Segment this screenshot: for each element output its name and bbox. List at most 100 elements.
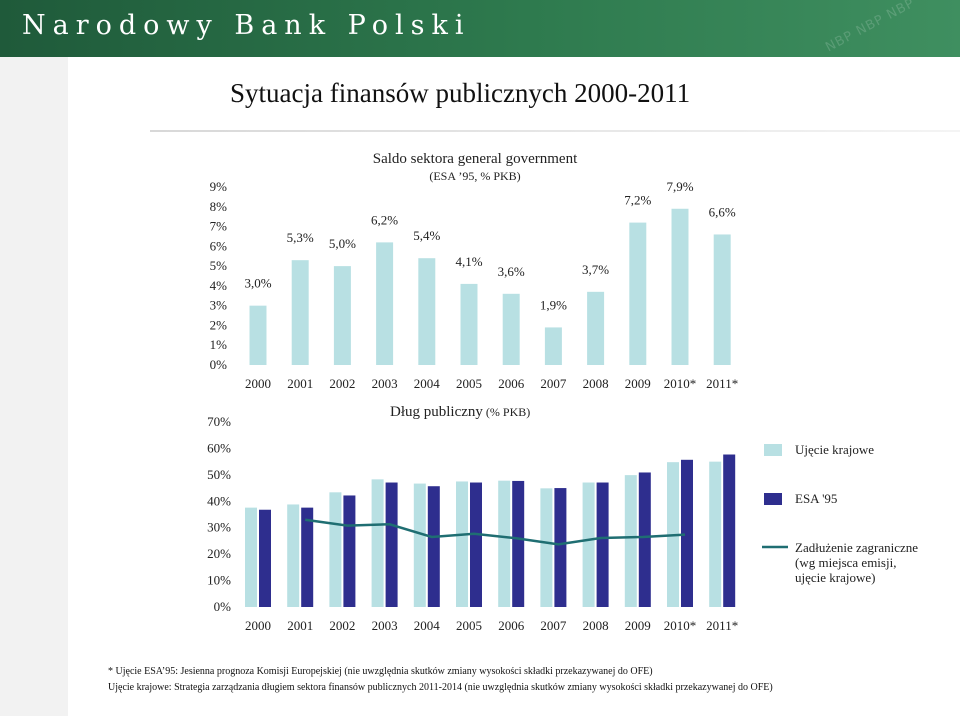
chart2-x-tick: 2003: [372, 618, 398, 633]
chart1-title: Saldo sektora general government: [373, 151, 578, 167]
chart2-x-tick: 2000: [245, 618, 271, 633]
legend-label-krajowe: Ujęcie krajowe: [795, 442, 874, 457]
chart2-y-tick: 70%: [207, 414, 231, 429]
chart2-x-tick: 2011*: [706, 618, 738, 633]
chart1-y-tick: 7%: [210, 219, 228, 234]
chart2-bar-esa: [638, 472, 651, 607]
chart1-x-tick: 2005: [456, 376, 482, 391]
chart2-bar-esa: [512, 480, 525, 607]
chart2-x-tick: 2007: [540, 618, 567, 633]
chart1-bar: [291, 260, 309, 365]
chart1-data-label: 7,2%: [624, 193, 651, 208]
chart2-x-tick: 2009: [625, 618, 651, 633]
chart2-bar-krajowe: [498, 480, 511, 607]
chart2-x-tick: 2004: [414, 618, 441, 633]
chart1-bar: [671, 208, 689, 365]
chart-divider: [150, 130, 960, 132]
chart1-x-tick: 2002: [329, 376, 355, 391]
legend-swatch-krajowe: [764, 444, 782, 456]
chart2-bar-krajowe: [413, 483, 426, 607]
chart2-y-tick: 40%: [207, 493, 231, 508]
chart2-y-tick: 20%: [207, 546, 231, 561]
chart1-bar: [629, 222, 647, 365]
chart2-y-tick: 0%: [214, 599, 232, 614]
chart2-subtitle: (% PKB): [483, 405, 530, 419]
chart1-x-tick: 2011*: [706, 376, 738, 391]
chart1-x-tick: 2010*: [664, 376, 697, 391]
chart2-bar-krajowe: [624, 475, 637, 607]
legend-label-zadluzenie: Zadłużenie zagraniczne (wg miejsca emisji…: [795, 540, 918, 585]
chart1-data-label: 6,2%: [371, 212, 398, 227]
chart1-data-label: 5,3%: [287, 230, 314, 245]
chart1-data-label: 3,6%: [498, 264, 525, 279]
chart1-bar: [713, 234, 731, 365]
chart1-bar: [249, 305, 267, 365]
footnote-esa: * Ujęcie ESA’95: Jesienna prognoza Komis…: [108, 666, 653, 677]
chart1-data-label: 3,7%: [582, 262, 609, 277]
chart1-data-label: 4,1%: [455, 254, 482, 269]
chart1-bar: [376, 242, 394, 365]
chart2-bar-esa: [343, 495, 356, 607]
chart1-y-tick: 2%: [210, 317, 228, 332]
chart2-bar-esa: [427, 486, 440, 607]
footnote-krajowe: Ujęcie krajowe: Strategia zarządzania dł…: [108, 682, 773, 693]
chart1-y-tick: 0%: [210, 357, 228, 372]
chart1-y-tick: 6%: [210, 238, 228, 253]
chart1-x-tick: 2001: [287, 376, 313, 391]
chart2-bar-esa: [723, 454, 736, 607]
chart2-bar-esa: [554, 488, 567, 607]
chart1-y-tick: 5%: [210, 258, 228, 273]
chart1-y-tick: 1%: [210, 337, 228, 352]
chart2-bar-krajowe: [287, 504, 300, 607]
chart2-y-tick: 10%: [207, 573, 231, 588]
chart1-bar: [460, 283, 478, 365]
chart1-x-tick: 2003: [372, 376, 398, 391]
chart1-data-label: 5,0%: [329, 236, 356, 251]
chart2-bar-krajowe: [582, 482, 595, 607]
chart2-x-tick: 2001: [287, 618, 313, 633]
chart1-data-label: 6,6%: [709, 204, 736, 219]
chart1-x-tick: 2007: [540, 376, 567, 391]
bank-name: Narodowy Bank Polski: [22, 10, 471, 41]
chart2-x-tick: 2002: [329, 618, 355, 633]
chart1-x-tick: 2000: [245, 376, 271, 391]
chart2-bar-esa: [470, 482, 482, 607]
chart2-x-tick: 2005: [456, 618, 482, 633]
chart1-x-tick: 2009: [625, 376, 651, 391]
chart2-line-zadluzenie: [305, 518, 686, 546]
chart1-data-label: 5,4%: [413, 228, 440, 243]
chart2-bar-esa: [259, 509, 271, 607]
chart1-bar: [418, 258, 436, 365]
chart1-y-tick: 3%: [210, 298, 228, 313]
page-title: Sytuacja finansów publicznych 2000-2011: [230, 78, 691, 108]
chart2-bar-esa: [596, 482, 609, 607]
chart1-x-tick: 2004: [414, 376, 441, 391]
legend-label-esa: ESA '95: [795, 491, 837, 506]
header-banner: Narodowy Bank Polski NBP NBP NBP: [0, 0, 960, 57]
chart1-bar: [502, 293, 520, 365]
legend-swatch-esa: [764, 493, 782, 505]
chart2-x-tick: 2008: [583, 618, 609, 633]
chart2-bar-esa: [385, 482, 398, 607]
chart2-y-tick: 30%: [207, 520, 231, 535]
chart1-bar: [587, 291, 605, 365]
chart2-bar-krajowe: [371, 479, 384, 607]
chart1-bar: [544, 327, 562, 365]
chart1-x-tick: 2006: [498, 376, 525, 391]
chart2-bar-krajowe: [245, 507, 257, 607]
chart2-bar-krajowe: [456, 481, 468, 607]
footnotes: * Ujęcie ESA’95: Jesienna prognoza Komis…: [108, 664, 773, 696]
chart2-x-tick: 2010*: [664, 618, 697, 633]
chart2-bar-krajowe: [709, 461, 722, 607]
chart1-y-tick: 9%: [210, 179, 228, 194]
chart2-bar-esa: [301, 507, 314, 607]
chart1-subtitle: (ESA ’95, % PKB): [429, 169, 520, 183]
chart1-data-label: 3,0%: [244, 276, 271, 291]
chart1-data-label: 7,9%: [666, 179, 693, 194]
chart2-y-tick: 60%: [207, 440, 231, 455]
chart2-bar-krajowe: [540, 488, 553, 607]
left-margin: [0, 57, 68, 716]
chart1-y-tick: 8%: [210, 199, 228, 214]
chart1-y-tick: 4%: [210, 278, 228, 293]
